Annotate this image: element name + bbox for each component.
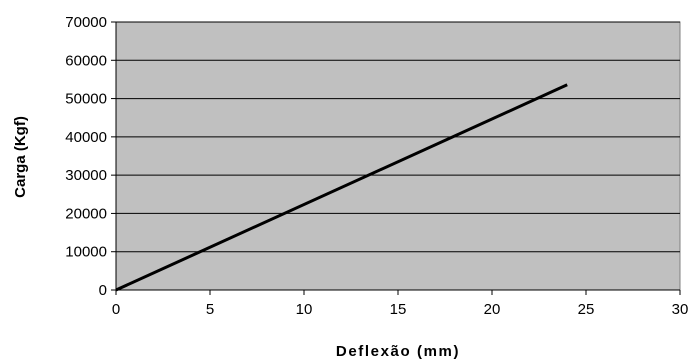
- y-tick-label: 50000: [65, 91, 107, 108]
- y-tick-label: 20000: [65, 205, 107, 222]
- plot-area: [115, 21, 681, 291]
- y-tick-label: 0: [99, 282, 107, 299]
- y-tick-labels: 0 10000 20000 30000 40000 50000 60000 70000: [65, 14, 107, 299]
- x-axis-title: Deflexão (mm): [336, 343, 460, 360]
- y-tick-label: 40000: [65, 129, 107, 146]
- x-tick-label: 25: [578, 301, 595, 318]
- x-tick-label: 30: [672, 301, 689, 318]
- x-tick-label: 10: [296, 301, 313, 318]
- series-line: [115, 83, 568, 292]
- x-tick-label: 0: [112, 301, 120, 318]
- series-group: [115, 83, 568, 292]
- axes: [111, 21, 681, 295]
- y-tick-label: 70000: [65, 14, 107, 31]
- y-axis-title: Carga (Kgf): [12, 116, 29, 198]
- x-tick-labels: 0 5 10 15 20 25 30: [112, 301, 689, 318]
- y-tick-label: 60000: [65, 52, 107, 69]
- x-tick-label: 20: [484, 301, 501, 318]
- gridlines: [116, 21, 680, 253]
- y-tick-label: 30000: [65, 167, 107, 184]
- y-tick-label: 10000: [65, 244, 107, 261]
- x-tick-label: 15: [390, 301, 407, 318]
- x-tick-label: 5: [206, 301, 214, 318]
